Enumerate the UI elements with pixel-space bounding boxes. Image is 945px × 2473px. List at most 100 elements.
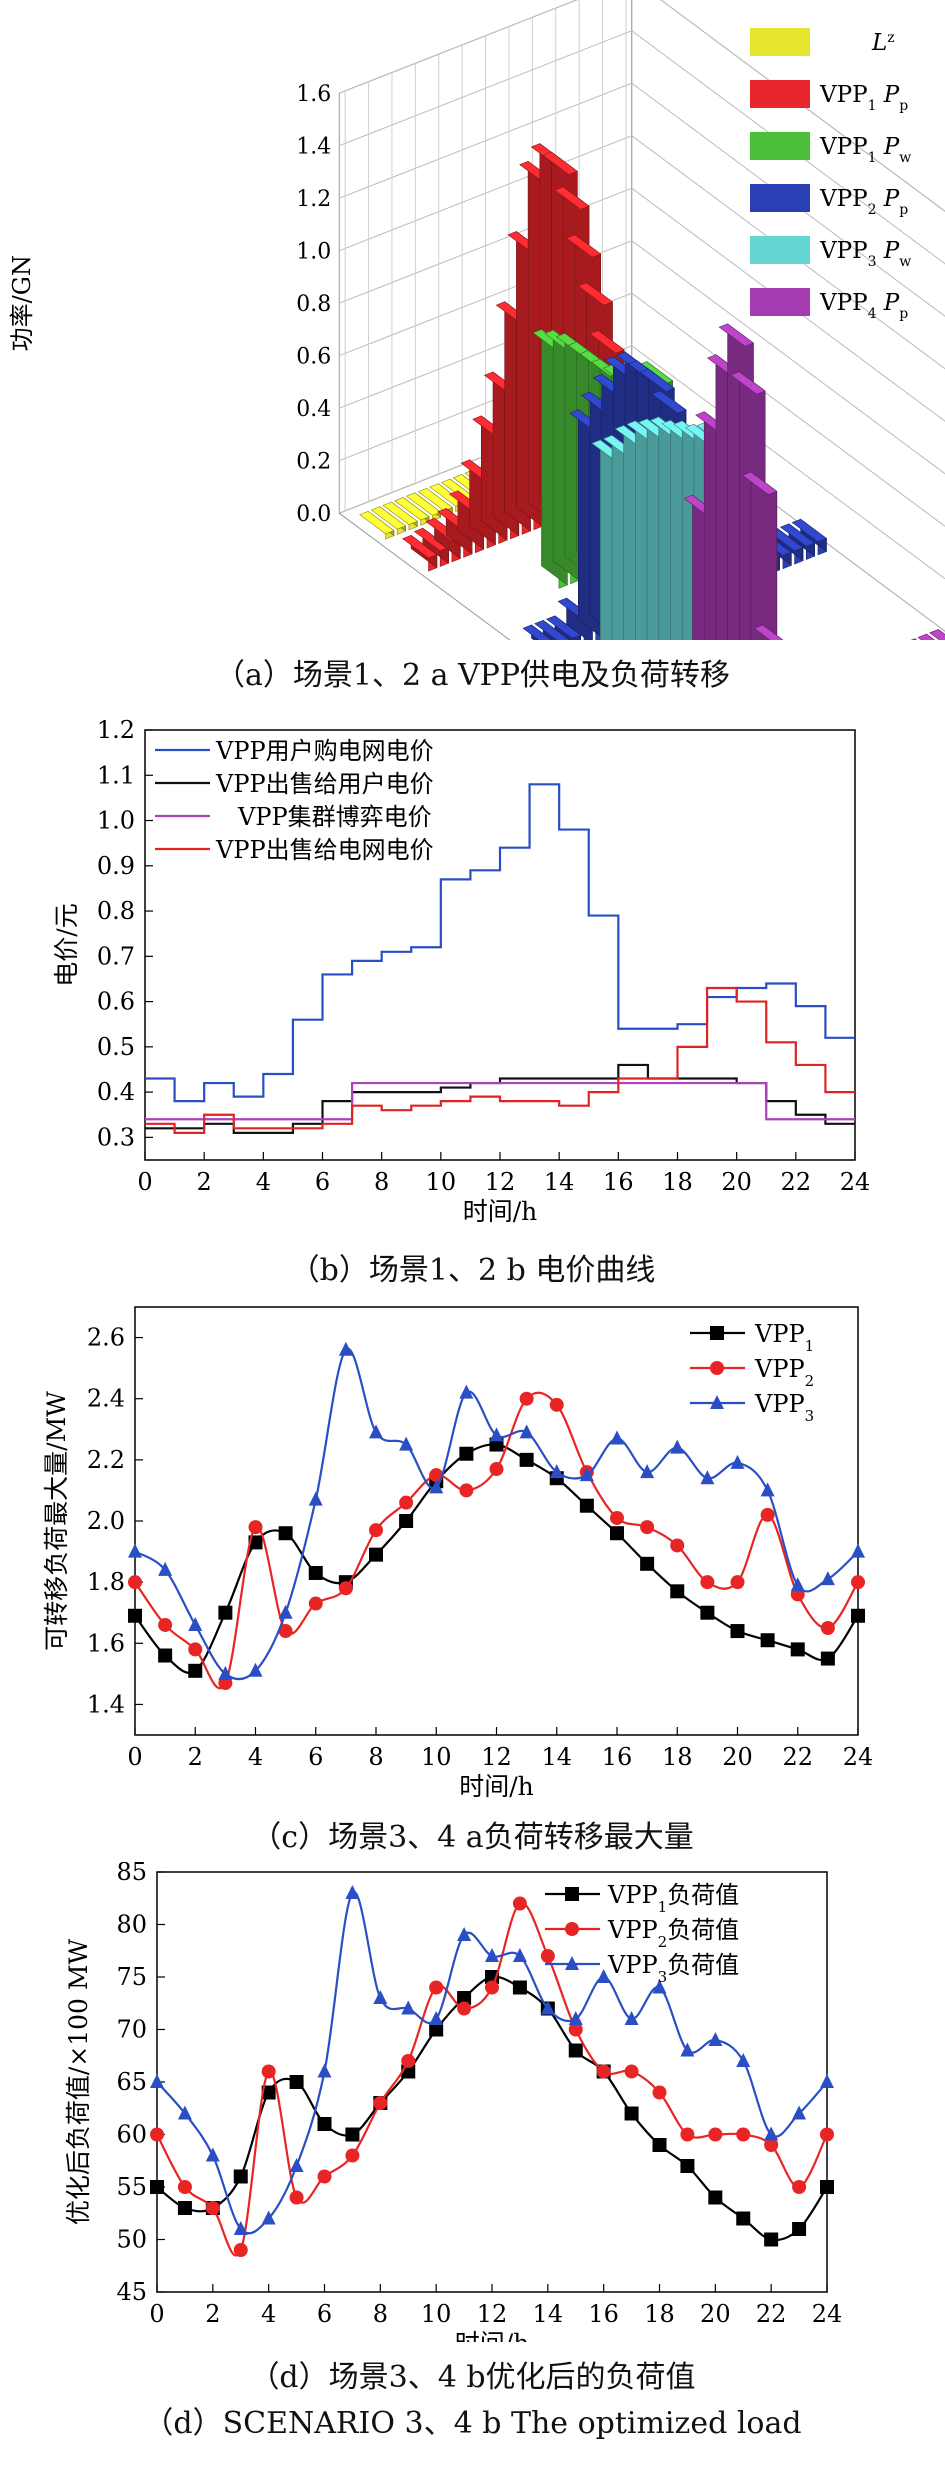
x-tick-label: 22: [782, 1743, 813, 1771]
grid-line: [339, 0, 945, 212]
data-point: [540, 2000, 555, 2015]
data-point: [429, 1479, 444, 1494]
series-line: [156, 1902, 828, 2257]
x-tick-label: 18: [662, 1168, 693, 1196]
series-line: [145, 783, 855, 1103]
x-tick-label: 18: [662, 1743, 693, 1771]
x-tick-label: 20: [721, 1168, 752, 1196]
data-point: [792, 2180, 807, 2194]
data-point: [760, 1633, 775, 1648]
legend-label: VPP用户购电网电价: [215, 737, 434, 765]
data-point: [261, 2210, 276, 2225]
legend-label: VPP2负荷值: [607, 1916, 739, 1951]
x-tick-label: 20: [700, 2300, 731, 2328]
data-point: [624, 2106, 639, 2121]
bar-top: [577, 282, 614, 306]
caption-d-en: （d）SCENARIO 3、4 b The optimized load: [143, 2406, 802, 2441]
data-point: [338, 1341, 353, 1356]
bar-top: [417, 487, 454, 512]
bar-VPP1 Pp-t23: [413, 527, 450, 567]
legend-label: VPP出售给电网电价: [215, 836, 434, 864]
data-point: [764, 2126, 779, 2141]
series-VPP2: [128, 1391, 865, 1691]
bar-top: [639, 368, 675, 392]
data-point: [218, 1665, 233, 1680]
data-point: [233, 2243, 248, 2257]
legend-label: VPP集群博弈电价: [237, 803, 432, 831]
x-tick-label: 24: [843, 1743, 874, 1771]
bar-top: [359, 510, 395, 535]
data-point: [736, 2053, 751, 2067]
x-tick-label: 6: [308, 1743, 323, 1771]
data-point: [317, 2063, 332, 2078]
data-point: [369, 1523, 383, 1538]
caption-d: （d）场景3、4 b优化后的负荷值: [249, 2360, 696, 2395]
data-point: [792, 2222, 807, 2236]
data-point: [610, 1510, 624, 1525]
y-tick-label: 2.0: [87, 1507, 125, 1535]
data-point: [345, 2127, 360, 2142]
data-point: [579, 1467, 594, 1482]
data-point: [820, 1571, 835, 1586]
data-point: [512, 1948, 527, 1962]
panel-b: 0 2 4 6 8 10 12 14 16 18 20 22 24 0.3 0.4 0.5 0.6 0.7 0.8 0…: [0, 712, 945, 1270]
data-point: [596, 1969, 611, 1983]
data-point: [708, 2190, 723, 2205]
x-tick-label: 6: [315, 1168, 330, 1196]
y-tick-label: 1.6: [296, 82, 331, 107]
x-tick-label: 2: [197, 1168, 212, 1196]
data-point: [640, 1464, 655, 1479]
data-point: [485, 1948, 499, 1962]
data-point: [399, 1436, 414, 1451]
series-VPP用户购电网电价: [145, 783, 855, 1103]
chart-a-3d-bar: 0.00.20.40.60.81.01.21.41.6功率/GN02468101…: [8, 0, 945, 811]
legend-marker: [710, 1326, 724, 1340]
data-point: [670, 1584, 685, 1599]
y-tick-label: 55: [116, 2173, 147, 2201]
data-point: [429, 1468, 444, 1483]
x-tick-label: 24: [840, 1168, 871, 1196]
data-point: [764, 2232, 779, 2247]
legend-label: VPP2 Pp: [819, 186, 908, 218]
data-point: [640, 1556, 655, 1571]
legend-swatch: [750, 288, 810, 316]
bar-top: [741, 471, 778, 495]
bar-VPP2 Pp-t3: [768, 527, 804, 565]
bar-L^z-t21: [394, 496, 430, 526]
y-tick-label: 0.3: [97, 1123, 135, 1151]
x-tick-label: 24: [812, 2300, 843, 2328]
x-tick-label: 16: [588, 2300, 619, 2328]
x-tick-label: 4: [256, 1168, 271, 1196]
data-point: [158, 1648, 173, 1663]
chart-c-max-transfer: 0 2 4 6 8 10 12 14 16 18 20 22 241.41.61.82.02.22.42…: [42, 1306, 874, 1801]
data-point: [401, 2054, 416, 2068]
data-point: [457, 1991, 472, 2005]
data-point: [399, 1495, 414, 1510]
data-point: [820, 2180, 834, 2194]
x-tick-label: 6: [317, 2300, 332, 2328]
y-axis-label: 电价/元: [52, 903, 81, 986]
panel-c: 0 2 4 6 8 10 12 14 16 18 20 22 24 1.4 1.6 1.8 2.0 2.2 2.4 2…: [0, 1295, 945, 1820]
x-tick-label: 18: [644, 2300, 675, 2328]
x-tick-label: 2: [205, 2300, 220, 2328]
data-point: [248, 1535, 263, 1550]
legend-label: Lz: [871, 30, 895, 56]
y-tick-label: 0.8: [97, 897, 135, 925]
data-point: [158, 1561, 173, 1576]
data-point: [150, 2180, 164, 2194]
y-tick-label: 0.4: [296, 397, 331, 422]
x-tick-label: 16: [603, 1168, 634, 1196]
data-point: [540, 1949, 555, 1963]
data-point: [736, 2211, 751, 2226]
legend-label: VPP1 Pp: [819, 82, 908, 114]
data-point: [205, 2147, 220, 2162]
data-point: [373, 1990, 388, 2004]
data-point: [549, 1464, 564, 1479]
data-point: [150, 2074, 164, 2088]
data-point: [579, 1498, 594, 1513]
grid-line: [339, 187, 945, 422]
legend-label: VPP3负荷值: [607, 1951, 739, 1986]
data-point: [708, 2032, 723, 2046]
data-point: [670, 1538, 685, 1553]
x-tick-label: 4: [248, 1743, 263, 1771]
